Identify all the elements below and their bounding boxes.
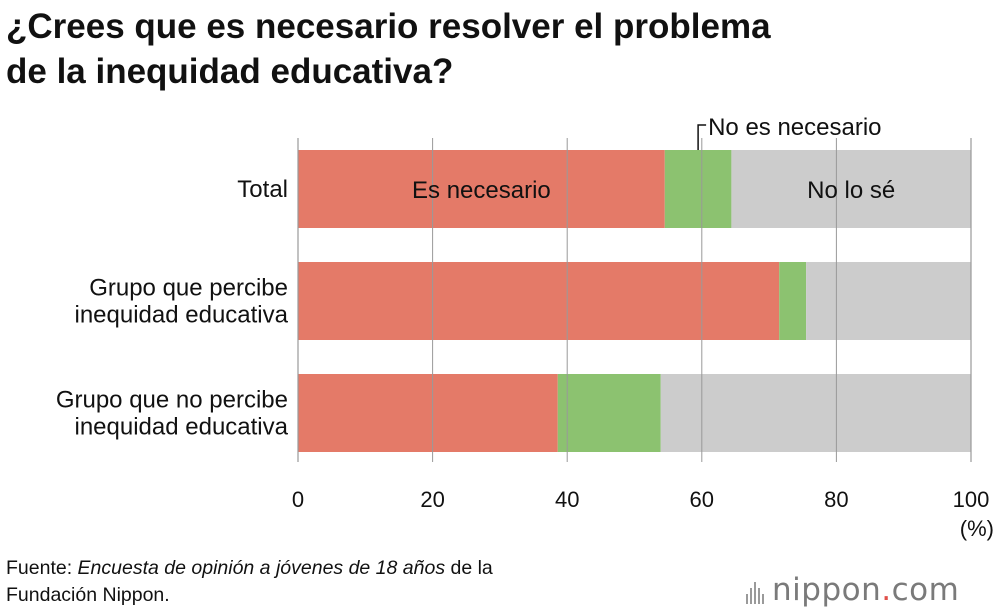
label-no-es-necesario: No es necesario bbox=[708, 114, 881, 141]
bar-segment-3-series-1 bbox=[298, 374, 558, 452]
nippon-logo: nippon.com bbox=[746, 570, 986, 610]
x-tick-label-80: 80 bbox=[824, 487, 848, 512]
logo-wordmark: nippon.com bbox=[772, 572, 960, 608]
category-label-2-line-2: inequidad educativa bbox=[74, 302, 288, 329]
source-prefix: Fuente: bbox=[6, 557, 78, 579]
x-tick-label-100: 100 bbox=[953, 487, 990, 512]
callout-line-no-es-necesario bbox=[697, 124, 707, 150]
category-label-3-line-1: Grupo que no percibe bbox=[56, 387, 288, 414]
bar-segment-3-series-3 bbox=[660, 374, 971, 452]
chart-title-line-1: ¿Crees que es necesario resolver el prob… bbox=[6, 7, 771, 46]
chart-title: ¿Crees que es necesario resolver el prob… bbox=[6, 4, 986, 94]
source-note: Fuente: Encuesta de opinión a jóvenes de… bbox=[6, 555, 493, 609]
source-survey-title: Encuesta de opinión a jóvenes de 18 años bbox=[77, 557, 446, 579]
source-suffix: de la bbox=[445, 557, 493, 579]
x-tick-label-60: 60 bbox=[690, 487, 714, 512]
x-tick-label-0: 0 bbox=[292, 487, 304, 512]
source-organization: Fundación Nippon. bbox=[6, 584, 170, 606]
bar-segment-2-series-3 bbox=[806, 262, 971, 340]
x-tick-label-20: 20 bbox=[420, 487, 444, 512]
bar-segment-3-series-2 bbox=[557, 374, 661, 452]
category-label-2-line-1: Grupo que percibe bbox=[89, 275, 288, 302]
bar-segment-1-series-2 bbox=[664, 150, 732, 228]
label-es-necesario: Es necesario bbox=[412, 177, 551, 204]
bar-segment-2-series-1 bbox=[298, 262, 780, 340]
x-axis-unit: (%) bbox=[960, 516, 994, 541]
bar-segment-2-series-2 bbox=[779, 262, 807, 340]
label-no-lo-se: No lo sé bbox=[807, 177, 895, 204]
bar-segment-1-series-3 bbox=[731, 150, 971, 228]
chart-title-line-2: de la inequidad educativa? bbox=[6, 52, 454, 91]
category-label-3-line-2: inequidad educativa bbox=[74, 414, 288, 441]
category-label-1-line-1: Total bbox=[237, 176, 288, 203]
logo-bars-icon bbox=[746, 576, 768, 604]
bar-segment-1-series-1 bbox=[298, 150, 665, 228]
x-tick-label-40: 40 bbox=[555, 487, 579, 512]
